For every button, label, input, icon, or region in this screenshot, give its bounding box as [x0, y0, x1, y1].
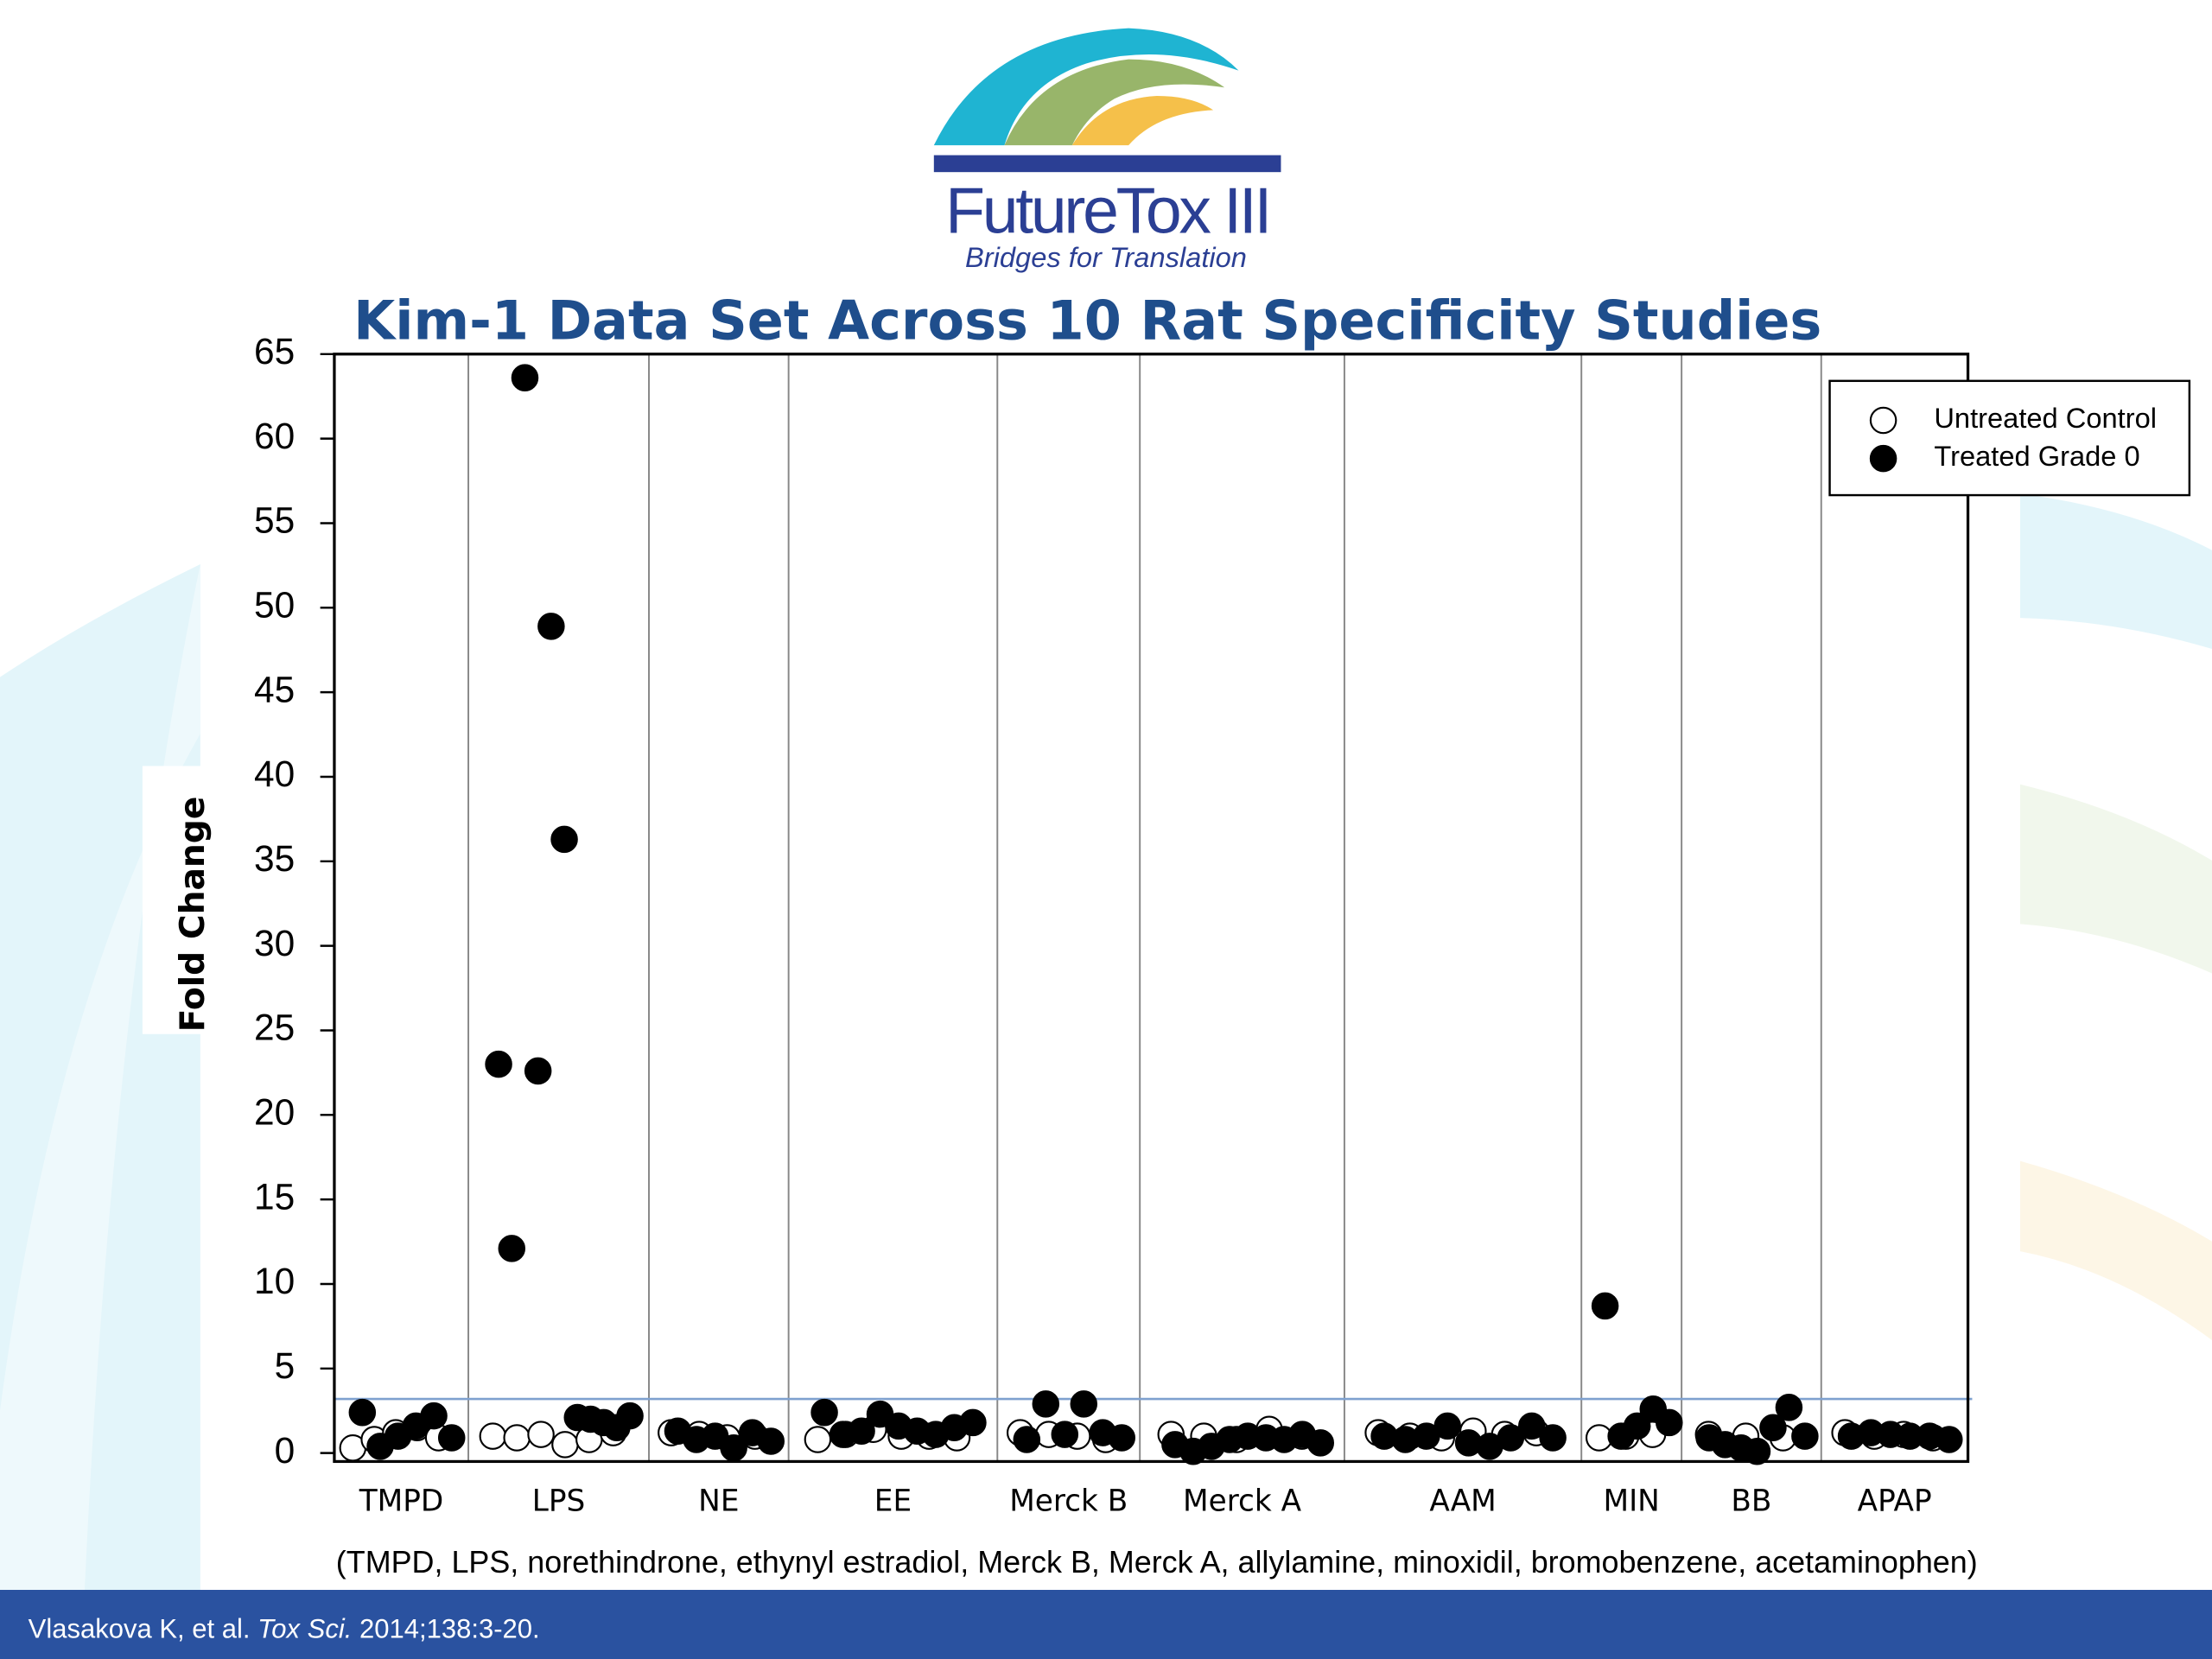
- legend-marker: [1869, 406, 1897, 435]
- x-tick-label: EE: [874, 1484, 912, 1518]
- y-tick-label: 45: [254, 669, 295, 709]
- treated-point: [1791, 1422, 1819, 1450]
- plot: TMPD LPS NE EE Merck B Merck A AAM MIN BB APAP 0 5 1…: [254, 331, 2191, 1518]
- citation-details: 2014;138:3-20.: [359, 1614, 540, 1644]
- logo-bar: [933, 155, 1281, 173]
- treated-point: [1517, 1412, 1546, 1440]
- right-swoosh-3: [2019, 1160, 2212, 1341]
- x-tick-label: APAP: [1858, 1484, 1932, 1518]
- treated-point: [511, 364, 539, 391]
- logo-name: FutureTox III: [945, 175, 1269, 247]
- logo-arc-yellow: [1071, 96, 1214, 146]
- y-tick-label: 25: [254, 1007, 295, 1048]
- treated-point: [1656, 1408, 1683, 1437]
- control-point: [804, 1426, 832, 1453]
- treated-point: [1623, 1412, 1651, 1440]
- y-tick-label: 60: [254, 416, 295, 456]
- treated-point: [498, 1235, 526, 1262]
- logo: FutureTox III Bridges for Translation: [933, 28, 1281, 273]
- x-tick-label: AAM: [1429, 1484, 1496, 1518]
- legend-box: [1828, 379, 2191, 497]
- treated-point: [437, 1424, 466, 1452]
- footer-bar: [0, 1590, 2212, 1659]
- y-label-box: [142, 766, 202, 1034]
- chart-title: Kim-1 Data Set Across 10 Rat Specificity…: [353, 289, 1821, 353]
- citation-journal: Tox Sci.: [257, 1614, 352, 1644]
- right-swoosh-2: [2019, 784, 2212, 974]
- y-tick-label: 65: [254, 331, 295, 372]
- y-tick-label: 20: [254, 1092, 295, 1133]
- treated-point: [420, 1402, 448, 1430]
- treated-point: [1775, 1394, 1803, 1421]
- treated-point: [1433, 1412, 1461, 1440]
- citation-authors: Vlasakova K, et al.: [29, 1614, 251, 1644]
- plot-area: [334, 353, 1968, 1462]
- treated-point: [810, 1398, 838, 1427]
- x-tick-label: LPS: [532, 1484, 586, 1518]
- treated-point: [348, 1398, 377, 1427]
- logo-arc-green: [1004, 59, 1225, 146]
- y-tick-label: 50: [254, 585, 295, 626]
- y-tick-label: 10: [254, 1261, 295, 1301]
- y-tick-label: 30: [254, 923, 295, 963]
- control-point: [551, 1431, 579, 1459]
- control-point: [503, 1424, 531, 1452]
- logo-arc-teal: [933, 28, 1239, 146]
- y-axis-label: Fold Change: [174, 797, 213, 1033]
- treated-point: [1013, 1426, 1041, 1453]
- y-tick-label: 5: [275, 1345, 296, 1386]
- treated-point: [1032, 1390, 1060, 1418]
- treated-point: [1051, 1421, 1079, 1448]
- treated-point: [1108, 1424, 1135, 1452]
- legend-label: Treated Grade 0: [1934, 440, 2139, 472]
- y-tick-label: 0: [275, 1430, 296, 1471]
- y-tick-label: 35: [254, 838, 295, 879]
- treated-point: [757, 1427, 785, 1455]
- treated-point: [1743, 1437, 1771, 1465]
- control-point: [479, 1422, 507, 1450]
- x-tick-label: NE: [698, 1484, 739, 1518]
- logo-tagline: Bridges for Translation: [965, 241, 1247, 273]
- y-tick-label: 15: [254, 1176, 295, 1217]
- treated-point: [1591, 1292, 1619, 1320]
- treated-point: [537, 613, 565, 640]
- treated-point: [848, 1417, 875, 1445]
- legend-marker: [1869, 444, 1897, 473]
- treated-point: [616, 1402, 644, 1430]
- left-swoosh-inner: [0, 564, 200, 1590]
- treated-point: [1539, 1424, 1567, 1452]
- treated-point: [1306, 1429, 1335, 1457]
- footnote: (TMPD, LPS, norethindrone, ethynyl estra…: [336, 1544, 1978, 1580]
- treated-point: [524, 1057, 552, 1085]
- x-tick-label: BB: [1731, 1484, 1771, 1518]
- right-swoosh-1: [2019, 493, 2212, 650]
- treated-point: [550, 825, 578, 854]
- legend-label: Untreated Control: [1934, 402, 2157, 434]
- treated-point: [1070, 1390, 1098, 1418]
- control-point: [527, 1421, 555, 1448]
- treated-point: [1759, 1414, 1787, 1442]
- treated-point: [485, 1050, 512, 1078]
- x-tick-label: TMPD: [359, 1484, 444, 1518]
- treated-point: [1497, 1424, 1525, 1452]
- treated-point: [1936, 1426, 1963, 1453]
- y-tick-label: 40: [254, 753, 295, 794]
- y-tick-label: 55: [254, 500, 295, 541]
- plot-frame: [333, 353, 1970, 1464]
- treated-point: [959, 1408, 987, 1437]
- x-tick-label: Merck A: [1183, 1484, 1302, 1518]
- citation: Vlasakova K, et al. Tox Sci. 2014;138:3-…: [29, 1614, 540, 1644]
- x-tick-label: Merck B: [1009, 1484, 1128, 1518]
- x-tick-label: MIN: [1604, 1484, 1660, 1518]
